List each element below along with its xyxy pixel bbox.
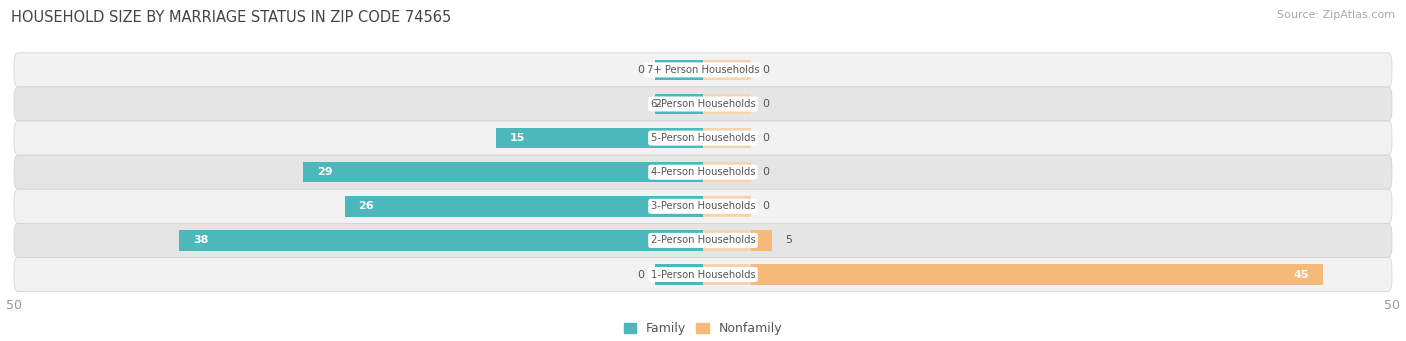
Text: 0: 0 (762, 133, 769, 143)
Bar (655, 230, 703, 251)
FancyBboxPatch shape (14, 155, 1392, 189)
Text: 29: 29 (318, 167, 333, 177)
Text: 4-Person Households: 4-Person Households (651, 167, 755, 177)
Bar (703, 196, 751, 217)
Bar (703, 230, 772, 251)
Legend: Family, Nonfamily: Family, Nonfamily (619, 317, 787, 340)
Bar (703, 162, 751, 182)
Text: 7+ Person Households: 7+ Person Households (647, 65, 759, 75)
Text: 2: 2 (655, 99, 662, 109)
Text: 15: 15 (510, 133, 526, 143)
Bar (304, 162, 703, 182)
Bar (655, 94, 703, 114)
Bar (655, 162, 703, 182)
Bar (703, 94, 751, 114)
Text: Source: ZipAtlas.com: Source: ZipAtlas.com (1277, 10, 1395, 20)
Text: 0: 0 (762, 65, 769, 75)
Text: 38: 38 (193, 235, 208, 246)
Bar (703, 230, 751, 251)
Bar (703, 60, 751, 80)
FancyBboxPatch shape (14, 53, 1392, 87)
Text: 45: 45 (1294, 269, 1309, 280)
Text: 1-Person Households: 1-Person Households (651, 269, 755, 280)
Bar (703, 128, 751, 148)
Text: 0: 0 (637, 65, 644, 75)
FancyBboxPatch shape (14, 121, 1392, 155)
Text: 0: 0 (762, 201, 769, 211)
Text: 26: 26 (359, 201, 374, 211)
FancyBboxPatch shape (14, 257, 1392, 292)
Text: 0: 0 (762, 167, 769, 177)
Text: 5: 5 (786, 235, 793, 246)
Bar (655, 196, 703, 217)
Text: 5-Person Households: 5-Person Households (651, 133, 755, 143)
Text: 0: 0 (762, 99, 769, 109)
Bar (180, 230, 703, 251)
FancyBboxPatch shape (14, 87, 1392, 121)
Bar (655, 128, 703, 148)
Bar (703, 264, 1323, 285)
Bar (655, 60, 703, 80)
FancyBboxPatch shape (14, 223, 1392, 257)
Text: 0: 0 (637, 269, 644, 280)
Bar (655, 264, 703, 285)
Text: HOUSEHOLD SIZE BY MARRIAGE STATUS IN ZIP CODE 74565: HOUSEHOLD SIZE BY MARRIAGE STATUS IN ZIP… (11, 10, 451, 25)
Text: 2-Person Households: 2-Person Households (651, 235, 755, 246)
Bar (496, 128, 703, 148)
Text: 3-Person Households: 3-Person Households (651, 201, 755, 211)
FancyBboxPatch shape (14, 189, 1392, 223)
Bar (703, 264, 751, 285)
Bar (675, 94, 703, 114)
Bar (344, 196, 703, 217)
Text: 6-Person Households: 6-Person Households (651, 99, 755, 109)
